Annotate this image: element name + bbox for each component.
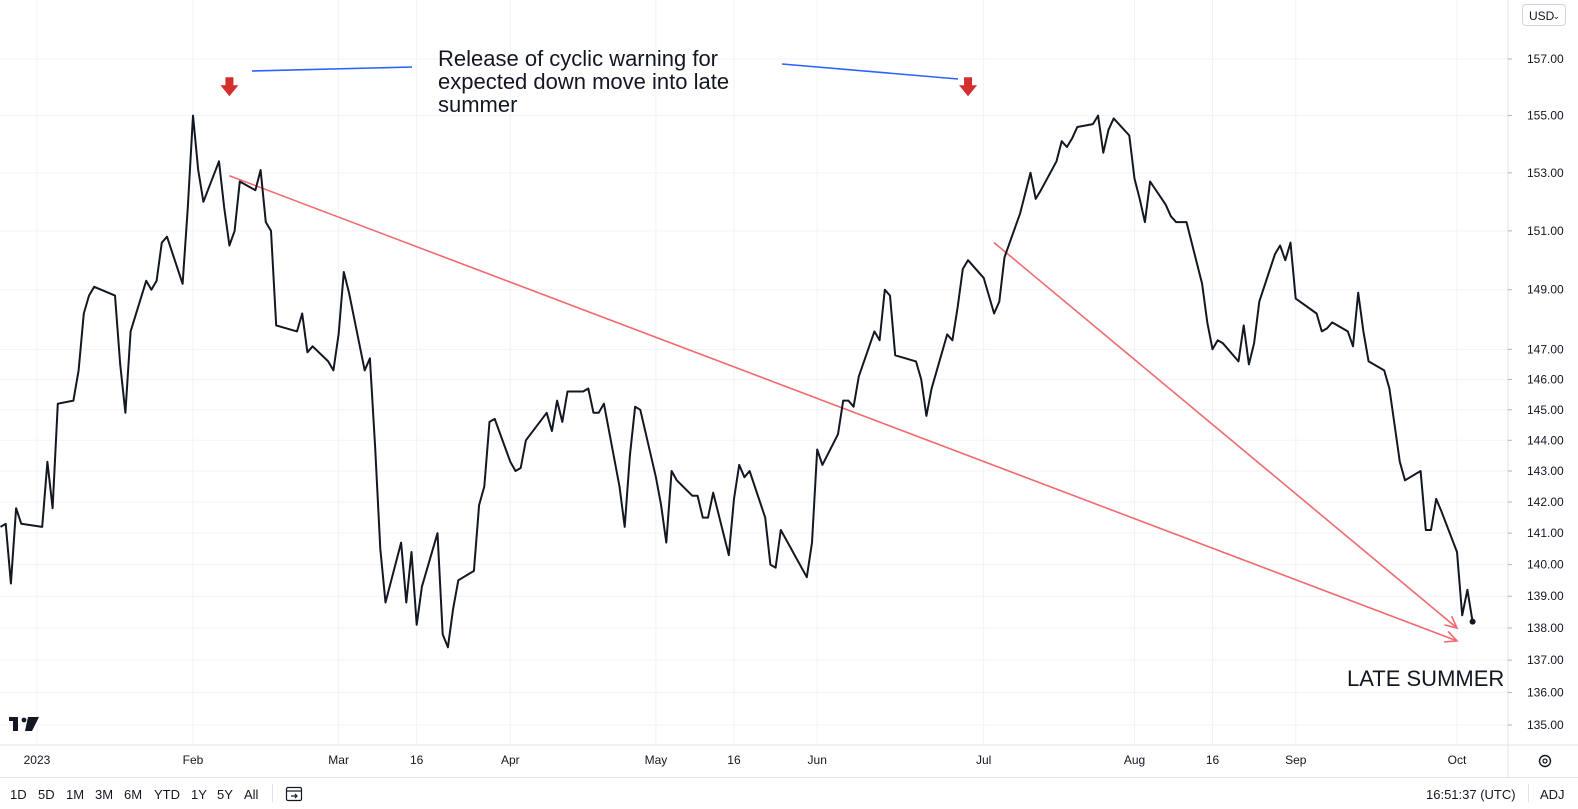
range-all[interactable]: All (244, 787, 259, 802)
warning-text-line-1: Release of cyclic warning for (438, 46, 718, 71)
x-tick-label: Apr (501, 753, 520, 767)
down-arrow-icon (959, 77, 978, 97)
y-tick-label: 140.00 (1527, 558, 1564, 572)
y-tick-label: 138.00 (1527, 621, 1564, 635)
chevron-down-icon: ⌄ (1552, 11, 1560, 21)
x-tick-label: Oct (1448, 753, 1467, 767)
last-price-dot (1469, 618, 1476, 625)
y-tick-label: 141.00 (1527, 526, 1564, 540)
price-axis[interactable]: 157.00 155.00 153.00 151.00 149.00 147.00 146.… (1507, 0, 1564, 778)
tradingview-logo[interactable] (9, 717, 39, 731)
currency-selector[interactable]: USD ⌄ (1522, 4, 1566, 26)
bottom-toolbar: 1D 5D 1M 3M 6M YTD 1Y 5Y All 16:51:37 (U… (0, 777, 1578, 809)
time-axis[interactable]: 2023 Feb Mar 16 Apr May 16 Jun Jul Aug 16 Sep Oct (0, 744, 1578, 767)
x-tick-label: 16 (1206, 753, 1220, 767)
y-tick-label: 139.00 (1527, 589, 1564, 603)
y-tick-label: 137.00 (1527, 653, 1564, 667)
y-tick-label: 149.00 (1527, 283, 1564, 297)
warning-text-line-2: expected down move into late (438, 69, 729, 94)
range-1m[interactable]: 1M (66, 787, 85, 802)
chart-grid (0, 0, 1508, 745)
x-tick-label: 2023 (24, 753, 51, 767)
x-tick-label: Sep (1285, 753, 1307, 767)
price-line (0, 114, 1474, 649)
currency-label: USD (1529, 9, 1555, 23)
y-tick-label: 136.00 (1527, 685, 1564, 699)
trend-arrow-line (993, 241, 1458, 629)
trend-arrow-head (1444, 615, 1459, 630)
down-arrow-icon (220, 77, 239, 97)
y-tick-label: 146.00 (1527, 372, 1564, 386)
range-1d[interactable]: 1D (10, 787, 27, 802)
late-summer-label: LATE SUMMER (1347, 666, 1504, 691)
range-5y[interactable]: 5Y (217, 787, 233, 802)
range-5d[interactable]: 5D (38, 787, 55, 802)
x-tick-label: Mar (328, 753, 349, 767)
annotations: Release of cyclic warning for expected d… (251, 46, 1504, 691)
y-tick-label: 143.00 (1527, 464, 1564, 478)
x-tick-label: 16 (410, 753, 424, 767)
x-tick-label: Jul (976, 753, 991, 767)
warning-text-line-3: summer (438, 92, 517, 117)
y-tick-label: 151.00 (1527, 224, 1564, 238)
trend-arrow-line (229, 174, 1458, 642)
y-tick-label: 144.00 (1527, 433, 1564, 447)
trend-arrows (229, 174, 1459, 643)
toolbar-divider (272, 784, 273, 802)
connector-line-left (251, 66, 413, 72)
range-3m[interactable]: 3M (95, 787, 114, 802)
price-chart[interactable]: 157.00 155.00 153.00 151.00 149.00 147.00 146.… (0, 0, 1578, 778)
warning-markers (220, 77, 978, 97)
connector-line-right (781, 63, 959, 80)
y-tick-label: 145.00 (1527, 403, 1564, 417)
y-tick-label: 153.00 (1527, 166, 1564, 180)
y-tick-label: 157.00 (1527, 52, 1564, 66)
range-ytd[interactable]: YTD (154, 787, 180, 802)
x-tick-label: 16 (727, 753, 741, 767)
y-tick-label: 147.00 (1527, 342, 1564, 356)
x-tick-label: May (645, 753, 668, 767)
calendar-range-icon[interactable] (285, 785, 303, 808)
utc-clock[interactable]: 16:51:37 (UTC) (1426, 787, 1516, 802)
gear-icon[interactable] (1538, 754, 1552, 768)
y-tick-label: 142.00 (1527, 495, 1564, 509)
price-series (0, 114, 1476, 649)
toolbar-divider-right (1528, 784, 1529, 802)
x-tick-label: Feb (183, 753, 204, 767)
y-tick-label: 155.00 (1527, 109, 1564, 123)
range-1y[interactable]: 1Y (191, 787, 207, 802)
x-tick-label: Jun (808, 753, 827, 767)
x-tick-label: Aug (1124, 753, 1145, 767)
adj-toggle[interactable]: ADJ (1540, 787, 1565, 802)
range-6m[interactable]: 6M (124, 787, 143, 802)
y-tick-label: 135.00 (1527, 718, 1564, 732)
trend-arrow-head (1443, 630, 1459, 643)
